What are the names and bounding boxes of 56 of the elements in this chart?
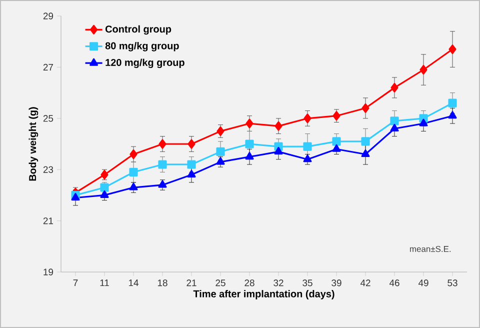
point (274, 121, 282, 131)
point (448, 44, 456, 54)
point (361, 149, 370, 158)
legend-label: 80 mg/kg group (105, 42, 179, 52)
point (188, 139, 196, 149)
y-tick-label: 25 (43, 115, 54, 122)
x-tick-label: 32 (274, 280, 284, 286)
point (304, 114, 312, 124)
x-tick-label: 49 (418, 280, 428, 286)
point (100, 190, 109, 198)
point (216, 157, 225, 165)
x-tick-label: 11 (100, 280, 109, 286)
point (332, 137, 341, 146)
point (303, 142, 312, 151)
legend-label: Control group (105, 25, 172, 35)
x-tick-label: 42 (360, 280, 370, 286)
x-tick-label: 35 (302, 280, 312, 286)
point (158, 180, 167, 188)
point (245, 152, 254, 160)
point (129, 168, 138, 176)
legend-label: 120 mg/kg group (106, 58, 184, 68)
point (390, 124, 399, 132)
point (361, 137, 370, 146)
point (216, 126, 224, 136)
y-tick-label: 19 (44, 268, 54, 276)
point (303, 154, 312, 162)
y-tick-label: 27 (43, 64, 54, 70)
x-axis-title: Time after implantation (days) (193, 290, 334, 300)
y-axis-title: Body weight (g) (28, 107, 38, 181)
x-tick-label: 53 (448, 280, 458, 286)
point (216, 147, 225, 156)
point (158, 160, 167, 169)
point (390, 82, 398, 92)
x-tick-label: 21 (186, 280, 196, 286)
point (332, 111, 340, 121)
point (420, 64, 428, 75)
point (390, 116, 399, 126)
point (419, 118, 428, 126)
y-tick-label: 21 (43, 217, 54, 224)
x-tick-label: 7 (73, 280, 78, 286)
x-tick-label: 14 (128, 280, 138, 286)
y-tick-label: 23 (43, 166, 54, 173)
point (274, 146, 283, 154)
x-tick-label: 18 (158, 280, 168, 286)
point (332, 144, 341, 152)
y-tick-label: 29 (43, 12, 54, 20)
x-tick-label: 46 (389, 280, 400, 286)
point (130, 149, 138, 160)
x-tick-label: 39 (332, 280, 342, 286)
annotation: mean±S.E. (410, 246, 451, 252)
point (246, 118, 254, 128)
x-tick-label: 28 (244, 280, 254, 286)
point (158, 139, 166, 149)
point (187, 160, 196, 169)
x-tick-label: 25 (216, 280, 226, 286)
point (362, 103, 370, 113)
